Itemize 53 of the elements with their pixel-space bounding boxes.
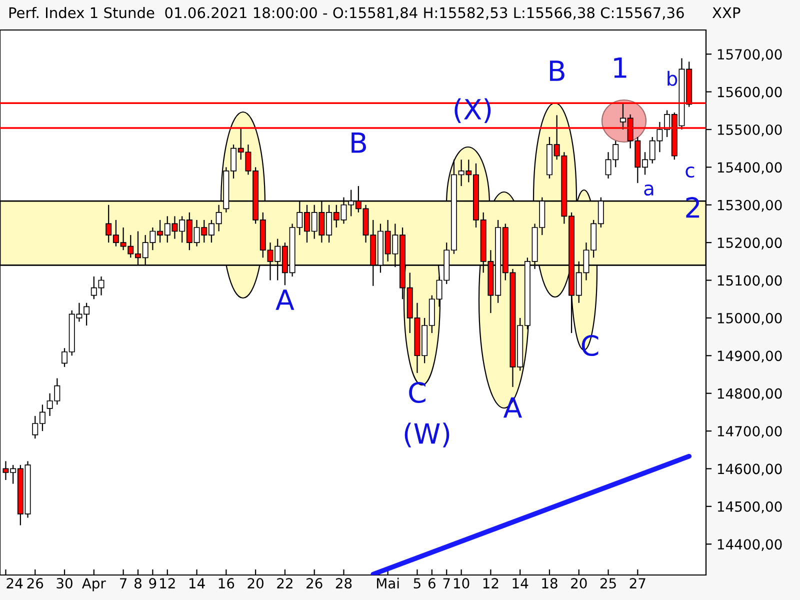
x-tick-label: 27 <box>630 578 646 588</box>
x-tick-label: 9 <box>149 578 156 589</box>
chart-title: Perf. Index 1 Stunde 01.06.2021 18:00:00 - O:15581,84 H:15582,53 L:15566,38 C:15567,36 <box>9 6 684 20</box>
x-tick-label: Apr <box>82 578 106 592</box>
text: XXP <box>712 7 740 18</box>
annotation: B <box>352 132 366 153</box>
y-tick-label: 15300,00 <box>718 200 782 212</box>
x-tick-label: 5 <box>414 578 420 589</box>
x-tick-label: 30 <box>56 578 72 589</box>
y-tick-label: 14600,00 <box>718 464 782 476</box>
x-tick-label: 14 <box>189 578 205 588</box>
annotation: B <box>550 60 564 81</box>
x-tick-label: 20 <box>248 578 264 589</box>
x-tick-label: 16 <box>218 578 234 589</box>
y-tick-label: 14800,00 <box>718 388 782 400</box>
annotation: 2 <box>686 197 700 218</box>
x-tick-label: Mai <box>377 578 399 589</box>
annotation: C <box>409 382 426 404</box>
x-tick-label: 14 <box>512 578 528 588</box>
annotation: A <box>276 290 294 310</box>
y-tick-label: 15100,00 <box>718 275 782 288</box>
y-tick-label: 15500,00 <box>718 124 782 136</box>
annotation: 1 <box>614 58 626 78</box>
annotation: a <box>644 184 654 196</box>
x-tick-label: 26 <box>27 578 44 589</box>
y-tick-label: 15200,00 <box>718 238 782 250</box>
annotation: (X) <box>454 98 491 123</box>
x-tick-label: 8 <box>134 578 142 589</box>
x-tick-label: 7 <box>443 578 450 588</box>
y-tick-label: 14900,00 <box>718 350 782 363</box>
x-tick-label: 24 <box>6 578 23 588</box>
x-tick-label: 6 <box>428 578 436 589</box>
x-tick-label: 22 <box>277 578 292 588</box>
x-tick-label: 28 <box>336 578 352 589</box>
y-tick-label: 15400,00 <box>718 162 782 174</box>
x-tick-label: 10 <box>454 578 470 589</box>
annotation: A <box>503 397 522 418</box>
annotation: (W) <box>404 422 450 448</box>
y-tick-label: 14500,00 <box>718 501 782 514</box>
y-tick-label: 14400,00 <box>718 539 782 551</box>
y-tick-label: 15000,00 <box>718 312 782 325</box>
x-tick-label: 25 <box>600 578 616 589</box>
annotation: c <box>686 166 694 178</box>
x-tick-label: 26 <box>306 578 322 589</box>
x-tick-label: 12 <box>160 578 175 588</box>
x-tick-label: 12 <box>483 578 498 588</box>
x-tick-label: 20 <box>571 578 587 589</box>
x-tick-label: 18 <box>542 578 558 589</box>
y-tick-label: 15600,00 <box>718 86 782 99</box>
annotation: b <box>668 70 678 86</box>
y-tick-label: 15700,00 <box>718 49 782 62</box>
x-tick-label: 7 <box>120 578 127 588</box>
y-tick-label: 14700,00 <box>718 426 782 438</box>
